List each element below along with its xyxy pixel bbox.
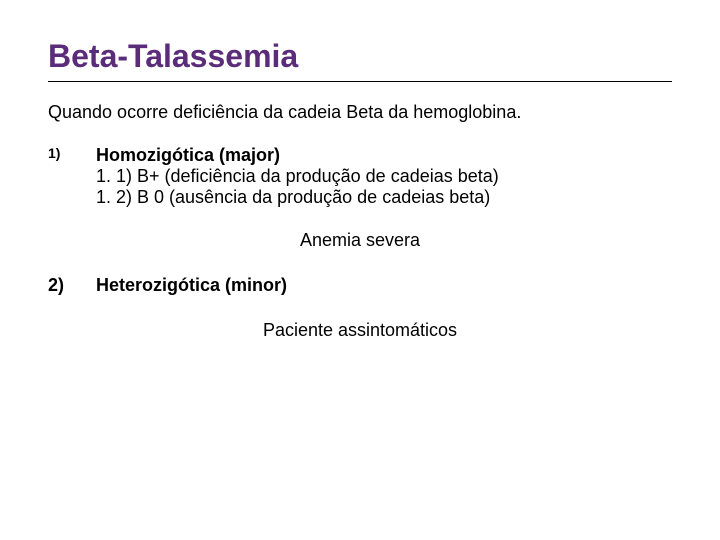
slide: Beta-Talassemia Quando ocorre deficiênci…	[0, 0, 720, 540]
item-heading: Heterozigótica (minor)	[96, 275, 672, 296]
item-body: Homozigótica (major) 1. 1) B+ (deficiênc…	[96, 145, 672, 208]
spacer	[48, 251, 672, 275]
item-result: Anemia severa	[48, 230, 672, 251]
item-subline: 1. 1) B+ (deficiência da produção de cad…	[96, 166, 672, 187]
spacer	[48, 208, 672, 230]
item-result: Paciente assintomáticos	[48, 320, 672, 341]
title-wrap: Beta-Talassemia	[48, 32, 672, 82]
list-item: 2) Heterozigótica (minor)	[48, 275, 672, 296]
item-number: 1)	[48, 145, 96, 161]
item-heading: Homozigótica (major)	[96, 145, 672, 166]
list-item: 1) Homozigótica (major) 1. 1) B+ (defici…	[48, 145, 672, 208]
item-number: 2)	[48, 275, 96, 296]
slide-subtitle: Quando ocorre deficiência da cadeia Beta…	[48, 102, 672, 123]
item-subline: 1. 2) B 0 (ausência da produção de cadei…	[96, 187, 672, 208]
slide-title: Beta-Talassemia	[48, 38, 672, 82]
spacer	[48, 296, 672, 320]
item-body: Heterozigótica (minor)	[96, 275, 672, 296]
